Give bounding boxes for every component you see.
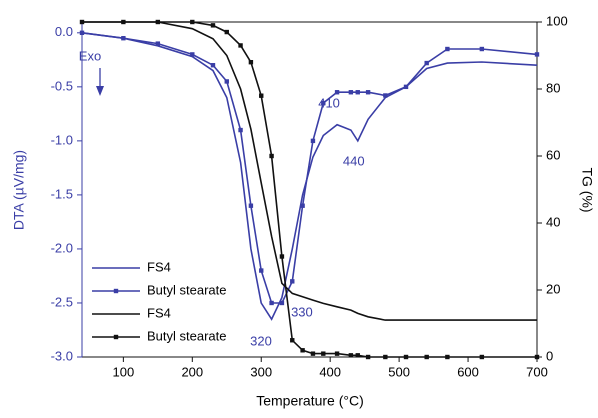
data-marker xyxy=(445,46,450,52)
y2-tick-label: 0 xyxy=(546,348,553,363)
x-tick-label: 300 xyxy=(250,364,272,379)
y2-tick-label: 40 xyxy=(546,214,560,229)
data-marker xyxy=(155,19,161,25)
legend-marker xyxy=(113,334,119,340)
data-marker xyxy=(403,354,409,360)
data-marker xyxy=(300,203,305,208)
y-tick-label: -1.0 xyxy=(51,132,73,147)
y-tick-label: -3.0 xyxy=(51,348,73,363)
y-tick-label: 0.0 xyxy=(55,24,73,39)
data-marker xyxy=(224,29,229,35)
y2-axis-label: TG (%) xyxy=(579,167,595,212)
data-marker xyxy=(479,46,485,52)
data-marker xyxy=(79,19,85,25)
data-marker xyxy=(259,93,264,98)
data-marker xyxy=(534,52,540,57)
data-marker xyxy=(334,351,340,356)
x-tick-label: 600 xyxy=(457,364,479,379)
data-marker xyxy=(210,23,216,28)
data-marker xyxy=(365,354,371,360)
data-marker xyxy=(403,84,409,90)
data-marker xyxy=(424,60,429,66)
data-marker xyxy=(259,268,264,273)
data-marker xyxy=(310,138,316,144)
data-marker xyxy=(424,354,429,360)
data-marker xyxy=(248,60,254,65)
data-marker xyxy=(79,30,85,36)
y2-tick-label: 60 xyxy=(546,147,560,162)
legend-label: FS4 xyxy=(147,305,171,320)
data-marker xyxy=(238,127,243,133)
data-marker xyxy=(210,63,216,68)
data-marker xyxy=(479,354,485,360)
data-marker xyxy=(269,153,274,159)
y-tick-label: -2.0 xyxy=(51,240,73,255)
y-axis-label: DTA (µV/mg) xyxy=(11,150,27,230)
data-marker xyxy=(534,354,540,360)
data-marker xyxy=(445,354,450,360)
annotation: 440 xyxy=(343,153,365,168)
data-marker xyxy=(355,353,360,358)
data-marker xyxy=(321,100,326,106)
annotation: 410 xyxy=(318,95,340,110)
data-marker xyxy=(383,93,388,98)
data-marker xyxy=(279,300,285,306)
data-marker xyxy=(300,348,305,353)
y-tick-label: -2.5 xyxy=(51,294,73,309)
data-marker xyxy=(248,203,254,208)
legend-label: FS4 xyxy=(147,259,171,274)
x-tick-label: 200 xyxy=(181,364,203,379)
data-marker xyxy=(348,90,354,95)
data-marker xyxy=(310,351,316,356)
legend-label: Butyl stearate xyxy=(147,328,227,343)
x-axis-label: Temperature (°C) xyxy=(256,393,364,409)
data-marker xyxy=(348,353,354,358)
data-marker xyxy=(238,43,243,48)
x-tick-label: 500 xyxy=(388,364,410,379)
data-marker xyxy=(355,90,360,95)
data-marker xyxy=(155,41,161,46)
data-marker xyxy=(365,90,371,95)
data-marker xyxy=(279,254,285,259)
data-marker xyxy=(383,354,388,360)
x-tick-label: 700 xyxy=(526,364,548,379)
data-marker xyxy=(334,90,340,95)
x-tick-label: 400 xyxy=(319,364,341,379)
data-marker xyxy=(224,79,229,84)
data-line xyxy=(82,21,537,321)
data-marker xyxy=(290,338,295,343)
data-marker xyxy=(121,36,126,41)
y-tick-label: -0.5 xyxy=(51,78,73,93)
legend-marker xyxy=(113,288,119,294)
data-marker xyxy=(190,52,195,57)
annotation: Exo xyxy=(79,48,101,63)
data-marker xyxy=(121,19,126,25)
x-tick-label: 100 xyxy=(113,364,135,379)
data-line xyxy=(81,32,538,321)
legend-label: Butyl stearate xyxy=(147,282,227,297)
annotation-arrowhead xyxy=(96,86,104,96)
data-marker xyxy=(290,279,295,284)
data-marker xyxy=(190,19,195,25)
y2-tick-label: 100 xyxy=(546,13,568,28)
y2-tick-label: 80 xyxy=(546,80,560,95)
data-marker xyxy=(269,300,274,306)
y-tick-label: -1.5 xyxy=(51,186,73,201)
y2-tick-label: 20 xyxy=(546,281,560,296)
data-marker xyxy=(321,351,326,356)
annotation: 320 xyxy=(250,333,272,348)
annotation: 330 xyxy=(291,304,313,319)
